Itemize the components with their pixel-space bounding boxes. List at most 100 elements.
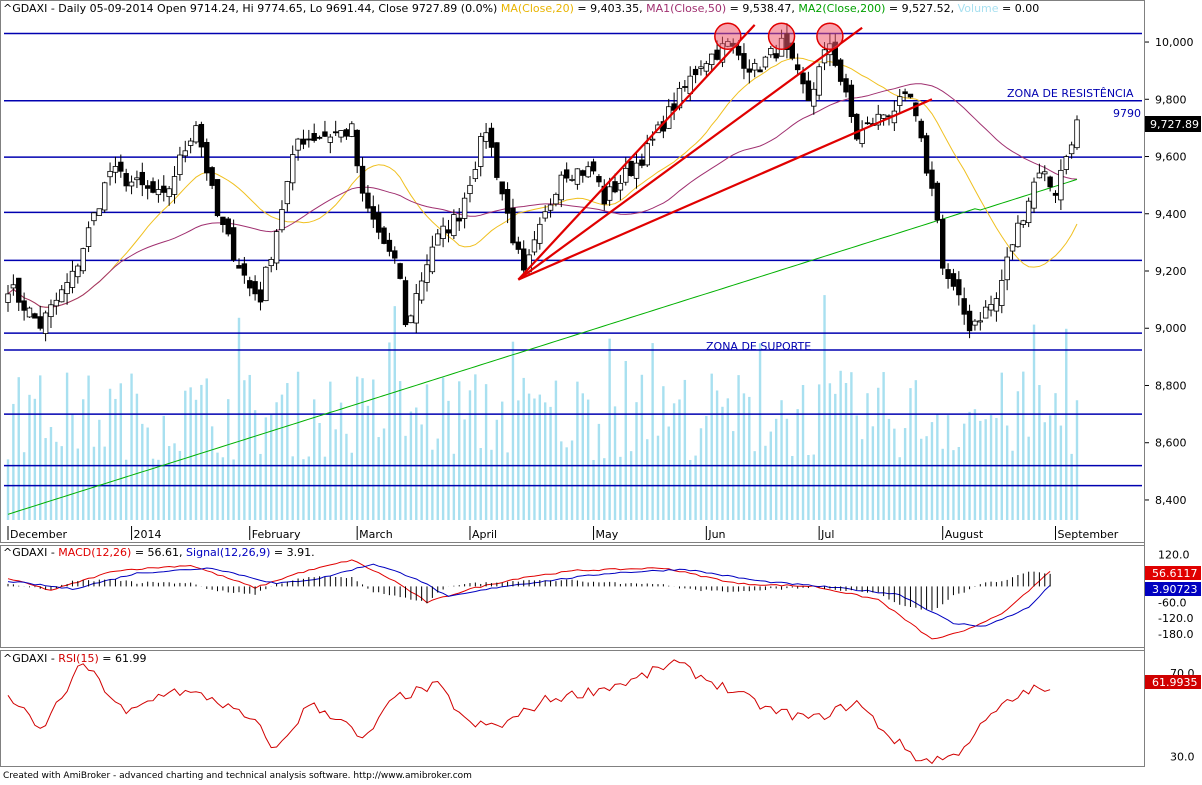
volume-bar: [286, 383, 289, 520]
volume-bar: [640, 374, 644, 520]
volume-bar: [1022, 371, 1025, 520]
candle-body: [5, 293, 11, 303]
date-tick-label: September: [1058, 528, 1119, 541]
volume-bar: [1038, 385, 1041, 520]
candle-body: [488, 127, 495, 148]
volume-bar: [538, 394, 542, 520]
volume-bar: [479, 448, 482, 520]
price-tick-label: 9,400: [1155, 208, 1187, 221]
volume-bar: [98, 419, 101, 520]
volume-bar: [619, 456, 622, 520]
volume-bar: [925, 436, 928, 520]
volume-bar: [984, 419, 987, 520]
candle-body: [596, 176, 602, 183]
candle-body: [639, 159, 645, 166]
candle-body: [773, 53, 779, 59]
volume-bar: [275, 402, 278, 520]
volume-bar: [431, 449, 434, 520]
candle-body: [413, 293, 419, 324]
trend-line: [517, 24, 756, 281]
candle-body: [811, 88, 817, 107]
volume-bar: [495, 419, 499, 520]
volume-bar: [130, 373, 133, 520]
candle-body: [1025, 200, 1032, 224]
candle-body: [214, 179, 221, 217]
volume-bar: [329, 381, 332, 520]
volume-bar: [436, 438, 439, 520]
candle-body: [1068, 144, 1075, 155]
last-price-tag: 9,727.89: [1150, 118, 1199, 131]
last-price-tag-bg: [1145, 116, 1201, 132]
date-tick-label: March: [359, 528, 393, 541]
signal-value-tag: 3.90723: [1152, 583, 1198, 596]
volume-bar: [76, 448, 80, 520]
volume-bar: [388, 342, 391, 520]
volume-bar: [748, 396, 751, 520]
candle-body: [182, 150, 188, 157]
candle-body: [494, 142, 500, 178]
volume-bar: [715, 390, 719, 520]
macd-panel-frame: [0, 545, 1145, 648]
candle-body: [311, 133, 317, 141]
candle-body: [757, 69, 763, 73]
candle-body: [273, 231, 280, 264]
volume-bar: [221, 457, 225, 520]
candle-body: [343, 129, 350, 137]
volume-bar: [603, 458, 606, 520]
volume-bar: [312, 399, 316, 520]
volume-bar: [946, 415, 950, 520]
candle-body: [48, 304, 54, 318]
volume-bar: [200, 384, 203, 520]
volume-bar: [850, 372, 853, 520]
volume-bar: [774, 418, 778, 520]
candle-body: [934, 182, 941, 221]
signal-tag-bg: [1145, 582, 1201, 596]
volume-bar: [17, 377, 20, 520]
candle-body: [295, 138, 301, 151]
candle-body: [155, 189, 162, 196]
volume-bar: [871, 426, 875, 520]
candle-body: [617, 182, 624, 191]
price-tick-label: 8,600: [1155, 437, 1187, 450]
volume-bar: [377, 437, 380, 520]
candle-body: [139, 171, 145, 186]
rsi-tag-bg: [1145, 675, 1201, 689]
trend-lines: [517, 24, 933, 281]
volume-bar: [560, 441, 563, 520]
volume-bar: [33, 398, 37, 520]
candle-body: [386, 239, 393, 252]
candle-body: [676, 87, 683, 109]
volume-bar: [920, 438, 923, 520]
volume-bar: [108, 388, 112, 520]
volume-bar: [957, 446, 961, 520]
candle-body: [923, 135, 930, 174]
candle-body: [1058, 169, 1064, 201]
candle-body: [64, 282, 70, 295]
candle-body: [80, 248, 86, 272]
candle-body: [16, 277, 22, 303]
candle-body: [429, 246, 436, 273]
volume-bar: [232, 459, 235, 520]
ma20-line: [7, 57, 1078, 308]
candle-body: [467, 184, 473, 195]
volume-bar: [1016, 391, 1020, 520]
candle-body: [880, 114, 887, 119]
candle-body: [198, 123, 205, 148]
candle-body: [499, 181, 505, 195]
candle-body: [150, 181, 156, 193]
volume-bar: [372, 379, 375, 520]
volume-bar: [1000, 372, 1003, 520]
volume-bar: [264, 417, 268, 520]
volume-bar: [65, 372, 69, 520]
volume-bar: [1027, 436, 1030, 520]
volume-bar: [941, 448, 944, 520]
rsi-plot: [7, 659, 1051, 765]
volume-bars: [6, 295, 1079, 520]
candle-body: [993, 298, 1000, 312]
date-tick-label: February: [252, 528, 301, 541]
volume-bar: [758, 343, 762, 520]
volume-bar: [463, 419, 466, 520]
volume-bar: [608, 338, 611, 520]
volume-bar: [576, 381, 579, 520]
